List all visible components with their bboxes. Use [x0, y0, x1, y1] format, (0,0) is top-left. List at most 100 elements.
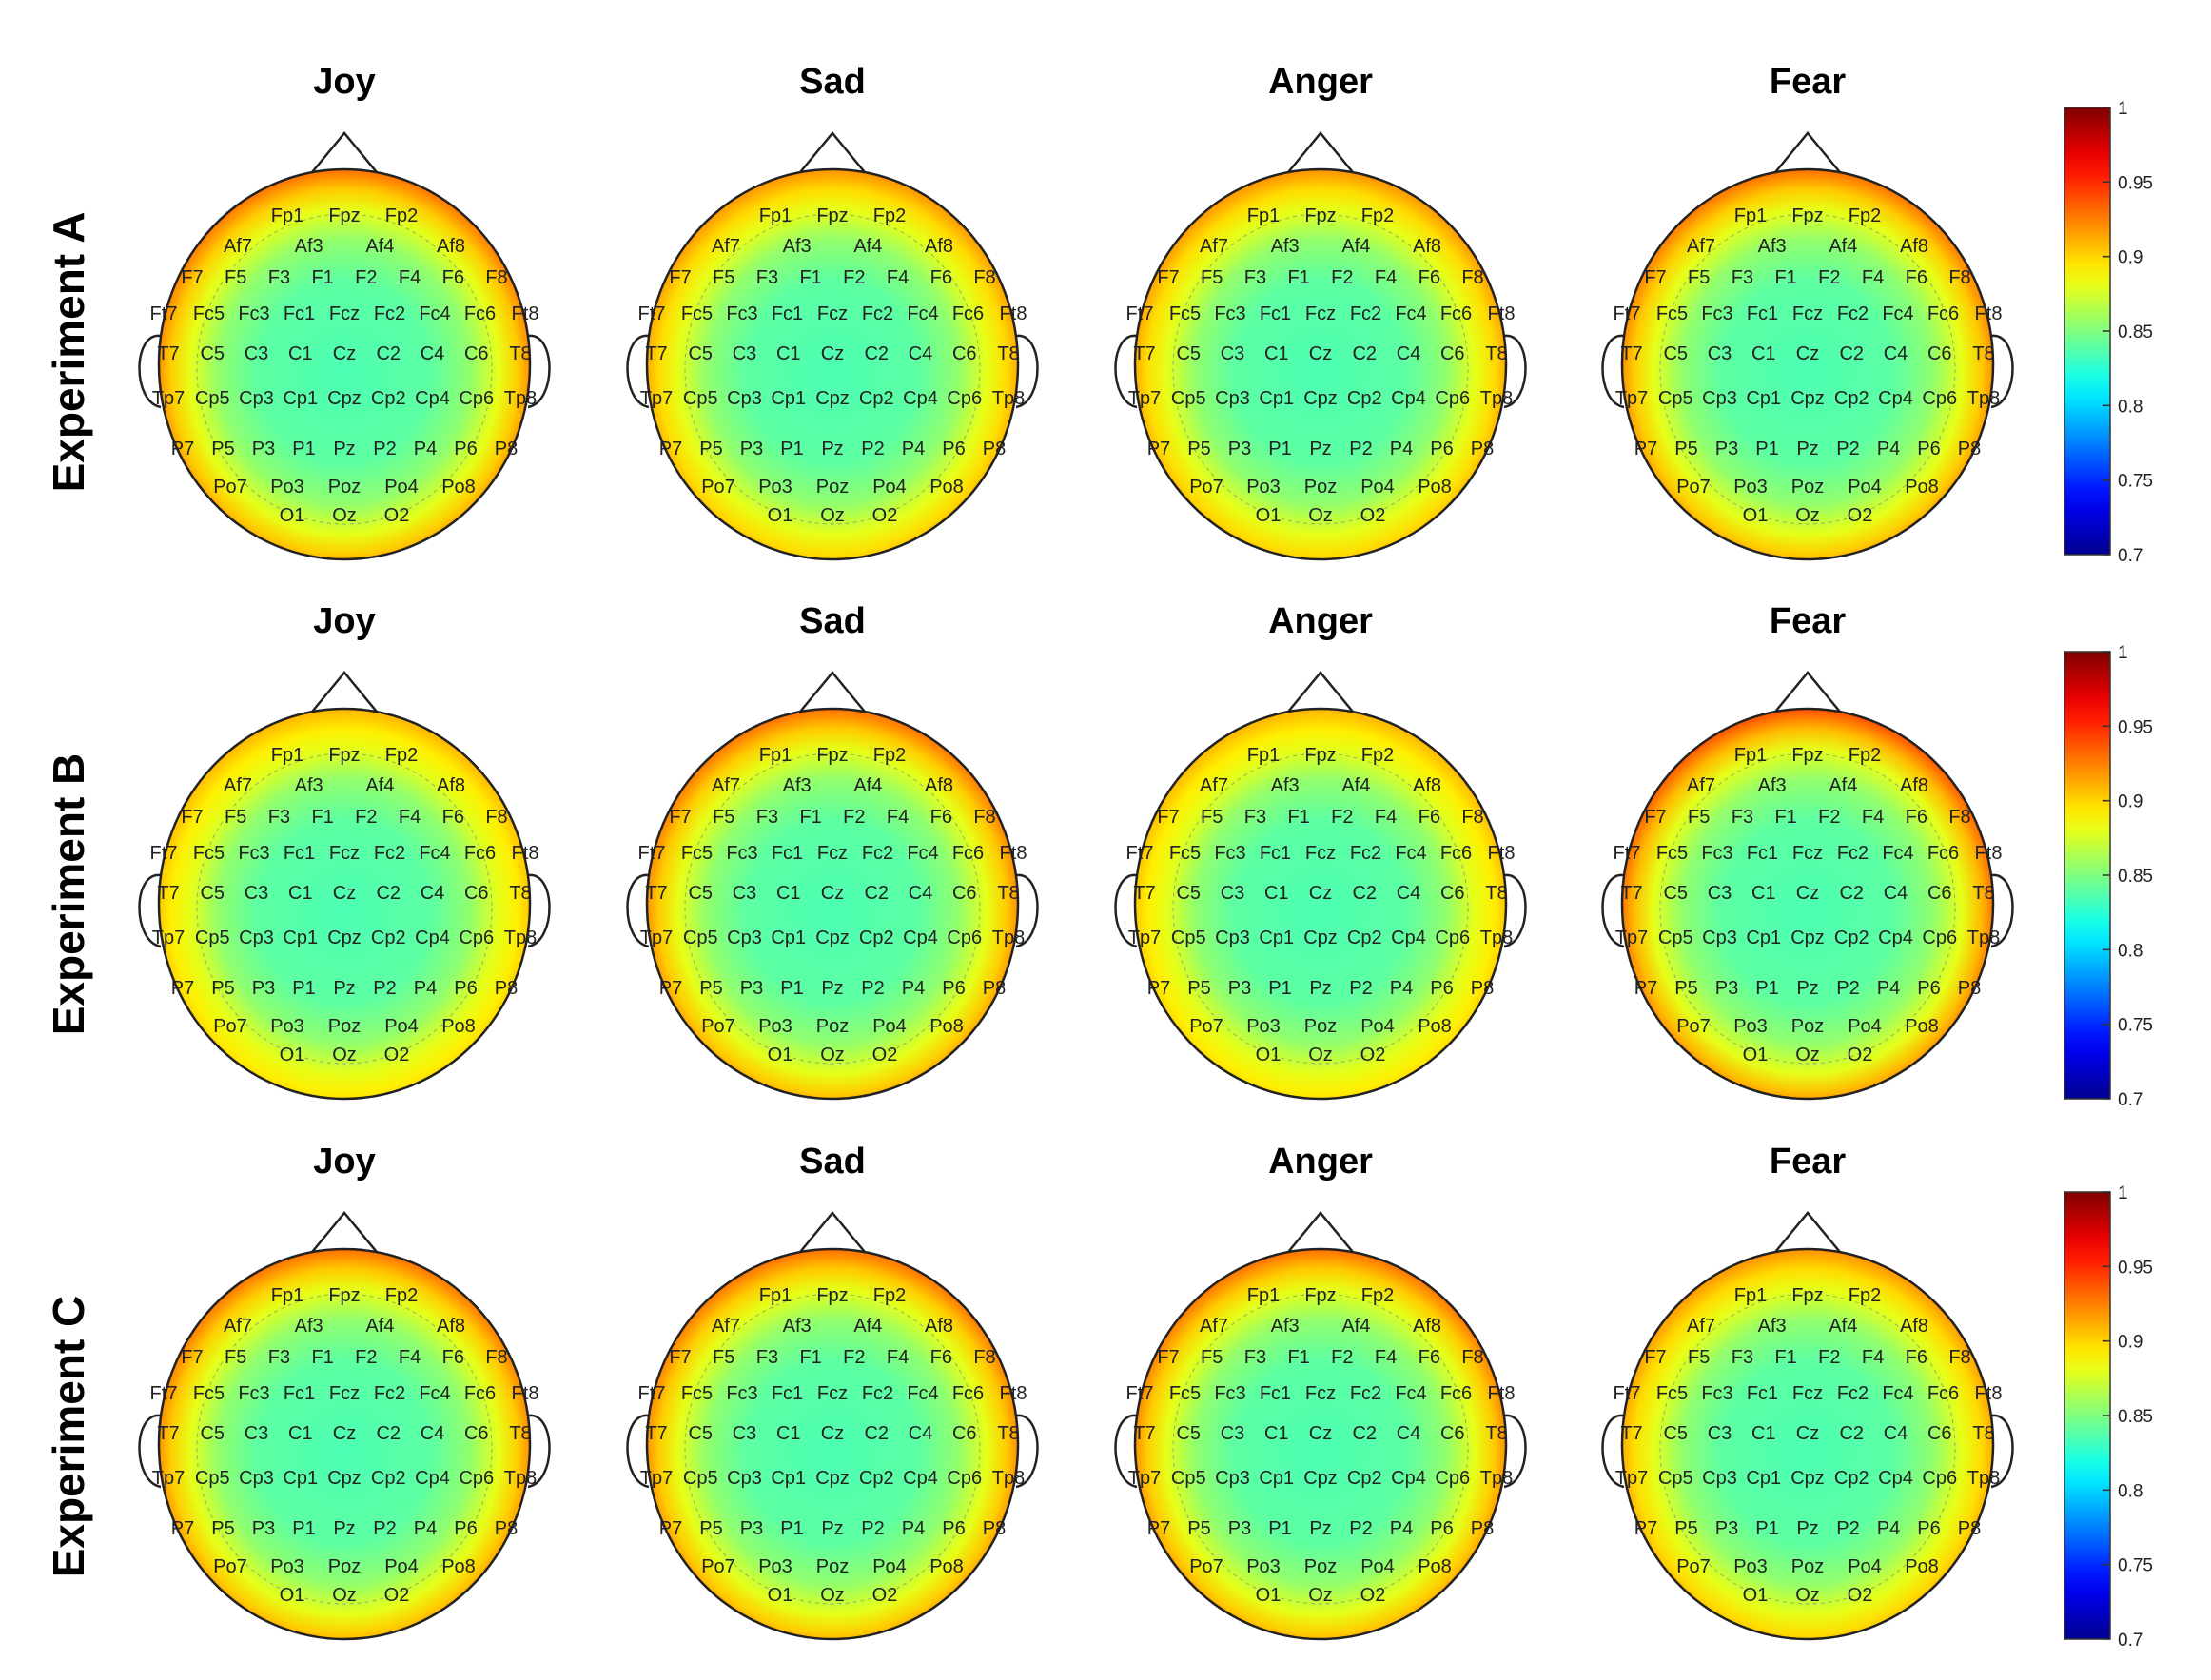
electrode-label: Ft8 [512, 303, 539, 324]
electrode-label: O1 [768, 1045, 793, 1065]
electrode-label: F5 [1201, 267, 1223, 288]
electrode-label: Po3 [758, 1556, 792, 1577]
electrode-label: Cp5 [1658, 1468, 1693, 1489]
electrode-label: F8 [1461, 1347, 1483, 1368]
electrode-label: F2 [355, 267, 377, 288]
electrode-label: Tp8 [504, 1468, 537, 1489]
electrode-label: F1 [1774, 807, 1796, 828]
colorbar-tick-label: 0.95 [2118, 173, 2153, 193]
electrode-label: P8 [1958, 1518, 1981, 1539]
electrode-label: P6 [1430, 978, 1453, 999]
electrode-label: Oz [1308, 505, 1333, 526]
electrode-label: Ft8 [512, 843, 539, 864]
electrode-label: P3 [252, 439, 275, 459]
head-map [645, 707, 1020, 1101]
electrode-label: P2 [861, 978, 884, 999]
electrode-label: P4 [1390, 978, 1413, 999]
left-ear-outline [138, 1414, 162, 1489]
electrode-label: Cp4 [903, 928, 938, 948]
topomap-experiment-a-sad: Sad Fp1 Fpz Fp2 Af7 Af3 Af4 Af8 F7 F5 F3 F1 F2 F4 F6 F8… [626, 62, 1039, 561]
electrode-label: T7 [157, 343, 179, 364]
electrode-label: Af3 [1271, 236, 1300, 257]
electrode-label: Fc1 [1260, 843, 1291, 864]
right-ear-outline [527, 873, 551, 948]
electrode-label: F2 [1818, 807, 1840, 828]
electrode-label: Fp2 [873, 745, 906, 766]
electrode-label: F3 [268, 1347, 290, 1368]
electrode-label: C1 [1264, 343, 1289, 364]
electrode-label: Tp8 [1480, 1468, 1513, 1489]
colorbar: 1 0.95 0.9 0.85 0.8 0.75 0.7 [2064, 99, 2153, 566]
electrode-label: Af4 [365, 236, 394, 257]
electrode-label: F2 [1331, 1347, 1353, 1368]
electrode-label: P7 [1147, 439, 1170, 459]
colorbar-tick-label: 1 [2118, 99, 2128, 119]
electrode-label: Fc3 [1214, 843, 1245, 864]
electrode-label: Fp2 [873, 205, 906, 226]
electrode-label: Fc4 [907, 1383, 938, 1404]
electrode-label: P6 [454, 978, 477, 999]
electrode-label: P8 [983, 1518, 1006, 1539]
electrode-label: C1 [288, 1423, 313, 1444]
electrode-label: Oz [332, 1585, 357, 1606]
electrode-label: Fpz [816, 1285, 848, 1306]
electrode-label: Fpz [1304, 205, 1336, 226]
electrode-label: F8 [1461, 267, 1483, 288]
electrode-label: Pz [1309, 1518, 1331, 1539]
electrode-label: Af7 [1200, 775, 1228, 796]
electrode-label: Fc6 [464, 843, 496, 864]
electrode-label: F3 [1244, 267, 1266, 288]
electrode-label: Cp5 [1171, 388, 1206, 409]
electrode-label: Pz [1796, 978, 1818, 999]
electrode-label: Fc6 [952, 1383, 984, 1404]
electrode-label: Cp6 [1922, 928, 1957, 948]
electrode-label: C4 [909, 883, 933, 904]
electrode-label: O2 [872, 505, 898, 526]
electrode-label: Po8 [1418, 1016, 1452, 1037]
electrode-label: Af8 [1900, 236, 1928, 257]
electrode-label: Af3 [783, 236, 812, 257]
electrode-label: Af7 [712, 1316, 740, 1337]
electrode-label: Oz [820, 1585, 845, 1606]
colorbar-tick-label: 0.9 [2118, 1333, 2143, 1353]
electrode-label: Oz [1795, 505, 1820, 526]
electrode-label: Tp8 [504, 928, 537, 948]
electrode-label: Fc4 [1395, 843, 1426, 864]
electrode-label: C5 [1663, 1423, 1688, 1444]
electrode-label: F8 [1948, 807, 1970, 828]
electrode-label: Cp3 [727, 388, 762, 409]
map-title: Fear [1770, 62, 1846, 102]
electrode-label: Ft7 [150, 303, 178, 324]
electrode-label: Po3 [758, 477, 792, 498]
electrode-label: P5 [1674, 1518, 1697, 1539]
electrode-label: C5 [200, 1423, 225, 1444]
electrode-label: P4 [1390, 439, 1413, 459]
electrode-label: Fcz [1792, 843, 1823, 864]
electrode-label: Poz [1304, 1016, 1337, 1037]
electrode-label: Cp1 [771, 1468, 806, 1489]
electrode-label: Fc2 [862, 303, 893, 324]
electrode-label: Cp6 [459, 928, 494, 948]
electrode-label: Af7 [1687, 775, 1715, 796]
electrode-label: Tp7 [1128, 388, 1161, 409]
electrode-label: O1 [280, 1585, 305, 1606]
electrode-label: Tp8 [992, 928, 1025, 948]
electrode-label: F2 [355, 807, 377, 828]
electrode-label: Fc6 [952, 843, 984, 864]
electrode-label: Fp1 [1247, 1285, 1280, 1306]
electrode-label: Fc5 [193, 843, 225, 864]
electrode-label: Po8 [1418, 1556, 1452, 1577]
electrode-label: Ft7 [150, 843, 178, 864]
colorbar-tick-label: 0.7 [2118, 546, 2143, 566]
electrode-label: Ft8 [1000, 303, 1027, 324]
electrode-label: Fp2 [873, 1285, 906, 1306]
electrode-label: T7 [645, 343, 667, 364]
electrode-label: Fc3 [1214, 1383, 1245, 1404]
map-title: Fear [1770, 601, 1846, 641]
electrode-label: Fpz [328, 745, 360, 766]
electrode-label: Fcz [817, 843, 848, 864]
electrode-label: Cp5 [1658, 388, 1693, 409]
electrode-label: Fc6 [1927, 303, 1959, 324]
electrode-label: F7 [181, 807, 203, 828]
electrode-label: T8 [1972, 883, 1994, 904]
